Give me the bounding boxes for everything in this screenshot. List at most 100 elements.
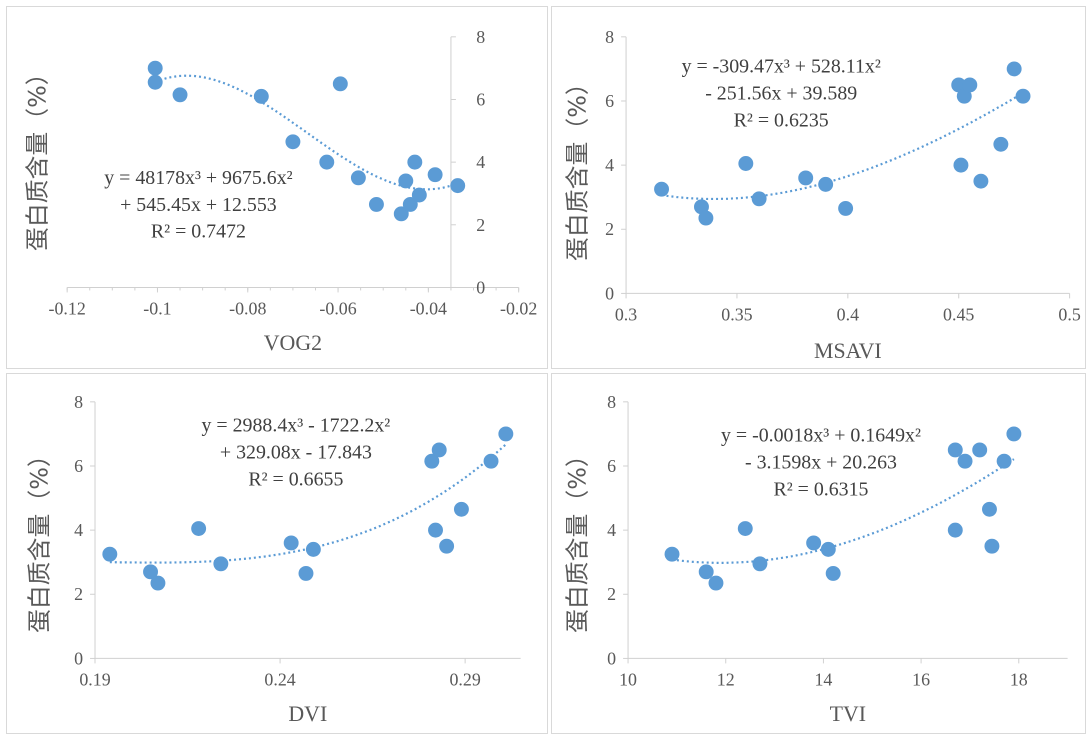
data-point xyxy=(953,157,969,173)
equation-line: + 329.08x - 17.843 xyxy=(220,442,372,464)
y-axis-label: 蛋白质含量（%） xyxy=(563,443,591,633)
data-point xyxy=(368,196,384,212)
data-point xyxy=(332,76,348,92)
data-point xyxy=(820,541,836,557)
data-point xyxy=(453,501,469,517)
data-point xyxy=(407,154,423,170)
data-point xyxy=(654,181,670,197)
chart-msavi: 0.3 0.35 0.4 0.45 0.5 0 2 4 6 8 y = -309.47x³ + 52… xyxy=(563,27,1081,363)
y-tick-label: 2 xyxy=(607,584,616,604)
x-tick-label: 0.4 xyxy=(837,304,859,324)
data-point xyxy=(424,453,440,469)
data-point xyxy=(947,442,963,458)
data-point xyxy=(698,564,714,580)
data-point xyxy=(350,170,366,186)
data-point xyxy=(298,565,314,581)
data-point xyxy=(972,442,988,458)
trend-line xyxy=(671,458,1015,564)
equation-line: y = -309.47x³ + 528.11x² xyxy=(682,56,881,78)
data-point xyxy=(738,156,754,171)
y-tick-label: 2 xyxy=(476,215,485,235)
data-point xyxy=(957,453,973,469)
chart-dvi: 0.19 0.24 0.29 0 2 4 6 8 y = 2988.4x³ - 1722.2x²… xyxy=(25,392,521,726)
chart-tvi: 10 12 14 16 18 0 2 4 6 8 y = -0.0018x³ + 0.1649x² -… xyxy=(563,392,1068,726)
data-point xyxy=(825,565,841,581)
data-point xyxy=(439,538,455,554)
data-point xyxy=(664,546,680,562)
data-point xyxy=(838,200,854,216)
equation-line: R² = 0.6315 xyxy=(773,478,868,500)
equation-line: y = 48178x³ + 9675.6x² xyxy=(104,167,292,189)
chart-panel-vog2: -0.12 -0.1 -0.08 -0.06 -0.04 -0.02 0 2 4 6 8 y = 48… xyxy=(6,6,548,369)
equation-line: - 3.1598x + 20.263 xyxy=(745,451,897,473)
data-point xyxy=(1015,88,1031,104)
equation-line: y = 2988.4x³ - 1722.2x² xyxy=(202,415,391,437)
equation-line: R² = 0.6655 xyxy=(248,468,343,490)
data-point xyxy=(402,196,418,212)
y-tick-label: 2 xyxy=(605,219,614,239)
y-axis-label: 蛋白质含量（%） xyxy=(563,71,591,261)
data-point xyxy=(191,521,207,536)
data-point xyxy=(283,535,299,551)
y-axis-label: 蛋白质含量（%） xyxy=(25,443,53,633)
chart-panel-tvi: 10 12 14 16 18 0 2 4 6 8 y = -0.0018x³ + 0.1649x² -… xyxy=(551,373,1086,734)
x-tick-label: -0.06 xyxy=(319,298,356,318)
x-tick-label: 0.19 xyxy=(79,669,110,689)
data-point xyxy=(951,77,967,93)
y-tick-label: 8 xyxy=(74,392,83,412)
equation-line: y = -0.0018x³ + 0.1649x² xyxy=(721,425,921,447)
data-point xyxy=(996,453,1012,469)
x-tick-label: 10 xyxy=(619,669,637,689)
data-point xyxy=(708,575,724,591)
data-point xyxy=(143,564,158,580)
data-point xyxy=(305,541,321,557)
x-tick-label: -0.02 xyxy=(500,298,537,318)
y-tick-label: 6 xyxy=(607,456,616,476)
data-point xyxy=(147,74,163,90)
data-point xyxy=(973,173,989,189)
data-point xyxy=(147,60,163,76)
y-tick-label: 6 xyxy=(476,89,485,109)
data-point xyxy=(398,173,414,189)
data-point xyxy=(818,176,834,192)
x-tick-label: 14 xyxy=(814,669,832,689)
y-tick-label: 4 xyxy=(605,155,614,175)
data-point xyxy=(213,556,229,572)
trend-line xyxy=(661,91,1024,201)
data-point xyxy=(1006,426,1022,442)
data-point xyxy=(285,134,301,150)
x-tick-label: 0.29 xyxy=(449,669,480,689)
data-point xyxy=(102,546,118,562)
y-tick-label: 4 xyxy=(74,520,83,540)
x-tick-label: -0.08 xyxy=(229,298,266,318)
y-tick-label: 0 xyxy=(476,277,485,297)
x-tick-label: -0.1 xyxy=(143,298,171,318)
data-point xyxy=(253,88,269,104)
data-point xyxy=(431,442,447,458)
data-point xyxy=(698,210,714,226)
data-point xyxy=(150,575,166,591)
y-tick-label: 6 xyxy=(74,456,83,476)
equation-line: - 251.56x + 39.589 xyxy=(705,82,857,104)
y-tick-label: 0 xyxy=(74,648,83,668)
data-point xyxy=(411,187,427,203)
data-point xyxy=(751,191,767,207)
y-tick-label: 8 xyxy=(607,392,616,412)
chart-vog2: -0.12 -0.1 -0.08 -0.06 -0.04 -0.02 0 2 4 6 8 y = 48… xyxy=(23,27,537,355)
data-point xyxy=(984,538,1000,554)
x-axis-label: TVI xyxy=(830,702,866,726)
x-axis-label: VOG2 xyxy=(264,331,322,355)
data-point xyxy=(450,178,466,194)
x-tick-label: 0.45 xyxy=(943,304,974,324)
x-tick-label: 0.3 xyxy=(615,304,637,324)
data-point xyxy=(752,556,768,572)
x-tick-label: -0.04 xyxy=(410,298,447,318)
equation-line: + 545.45x + 12.553 xyxy=(120,194,277,216)
x-tick-label: 16 xyxy=(912,669,930,689)
x-tick-label: 0.35 xyxy=(721,304,752,324)
data-point xyxy=(956,88,972,104)
chart-panel-msavi: 0.3 0.35 0.4 0.45 0.5 0 2 4 6 8 y = -309.47x³ + 52… xyxy=(551,6,1086,369)
data-point xyxy=(428,522,443,538)
data-point xyxy=(982,501,997,517)
data-point xyxy=(993,136,1009,152)
